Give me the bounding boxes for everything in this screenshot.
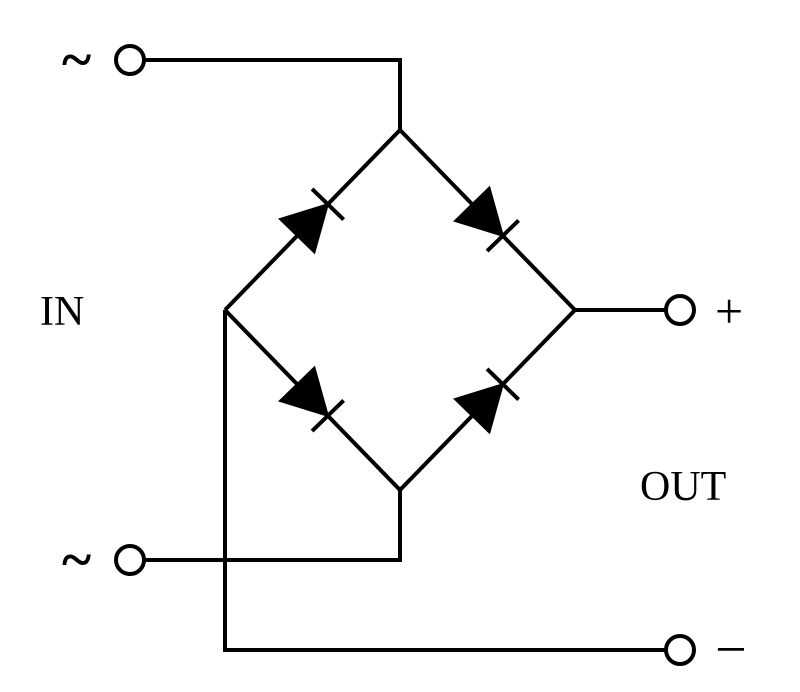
label-output: OUT <box>640 463 726 511</box>
label-ac-top: ~ <box>62 28 91 92</box>
terminals-group <box>116 46 694 664</box>
wire <box>130 490 400 560</box>
wire <box>130 60 400 130</box>
label-plus: + <box>715 282 743 340</box>
terminal-ac_in_bottom_terminal <box>116 546 144 574</box>
wire <box>225 310 680 650</box>
terminal-dc_out_minus_terminal <box>666 636 694 664</box>
terminal-ac_in_top_terminal <box>116 46 144 74</box>
bridge-rectifier-diagram <box>0 0 800 692</box>
label-ac-bottom: ~ <box>62 528 91 592</box>
terminal-dc_out_plus_terminal <box>666 296 694 324</box>
label-minus: − <box>715 618 747 682</box>
diodes-group <box>280 187 519 432</box>
wires-group <box>130 60 680 650</box>
label-input: IN <box>40 288 84 336</box>
